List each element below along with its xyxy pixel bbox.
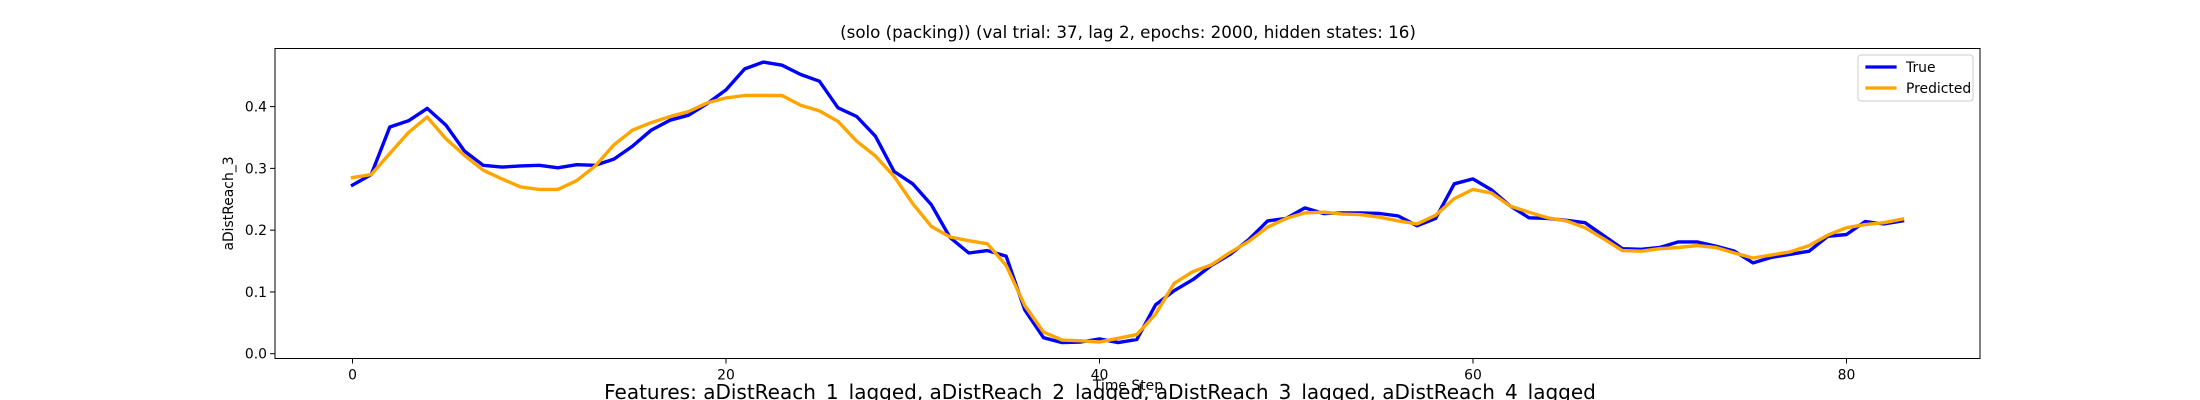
series-lines	[350, 60, 1905, 345]
legend: True Predicted	[1857, 54, 1974, 102]
y-axis-ticks: 0.0 0.1 0.2 0.3 0.4	[245, 100, 275, 363]
axes-frame	[274, 48, 1981, 359]
x-tick-label: 0	[348, 368, 357, 384]
x-tick-label: 20	[717, 368, 735, 384]
legend-label-true: True	[1905, 60, 1936, 76]
y-tick-label: 0.2	[245, 223, 267, 239]
x-axis-label: Time Step	[1092, 378, 1163, 394]
x-tick-label: 60	[1464, 368, 1482, 384]
y-axis-label: aDistReach_3	[221, 156, 237, 250]
series-line-predicted	[350, 93, 1905, 344]
x-axis-ticks: 0 20 40 60 80	[348, 358, 1856, 384]
x-tick-label: 40	[1091, 368, 1109, 384]
legend-label-predicted: Predicted	[1906, 81, 1971, 97]
y-tick-label: 0.1	[245, 285, 267, 301]
series-line-true	[350, 60, 1905, 345]
y-tick-label: 0.4	[245, 100, 267, 116]
y-tick-label: 0.0	[245, 347, 267, 363]
plot-area: 0 20 40 60 80 0.0 0.1 0.2 0.3 0.4	[245, 48, 1981, 384]
y-tick-label: 0.3	[245, 161, 267, 177]
features-footer: Features: aDistReach_1_lagged, aDistReac…	[604, 380, 1596, 400]
chart-title: (solo (packing)) (val trial: 37, lag 2, …	[840, 22, 1416, 42]
x-tick-label: 80	[1838, 368, 1856, 384]
